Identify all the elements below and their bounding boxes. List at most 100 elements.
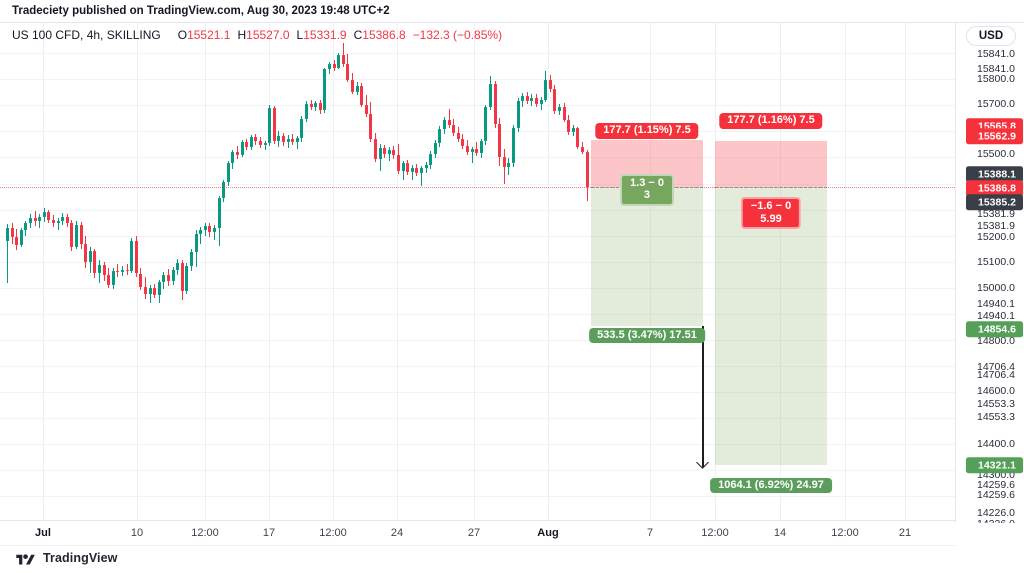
horizontal-gridline — [0, 392, 955, 394]
horizontal-gridline — [0, 339, 955, 341]
candle-body — [259, 141, 262, 145]
candle-body — [139, 273, 143, 287]
price-axis-label: 14800.0 — [977, 335, 1015, 347]
candle-body — [300, 118, 304, 138]
candle-body — [19, 230, 23, 245]
vertical-gridline — [474, 23, 475, 520]
candle-body — [530, 98, 534, 102]
candle-body — [217, 197, 221, 229]
horizontal-gridline — [0, 105, 955, 107]
take-profit-badge-1[interactable]: 533.5 (3.47%) 17.51 — [589, 327, 705, 344]
candle-body — [157, 282, 161, 296]
horizontal-gridline — [0, 235, 955, 237]
symbol-title[interactable]: US 100 CFD, 4h, SKILLING — [12, 28, 161, 42]
candle-body — [360, 85, 364, 105]
candle-wick — [7, 223, 8, 283]
candle-body — [420, 168, 423, 174]
horizontal-gridline — [0, 261, 955, 263]
candle-body — [222, 182, 226, 198]
ohlc-label: C — [353, 28, 363, 42]
stop-loss-badge-2[interactable]: 177.7 (1.16%) 7.5 — [719, 113, 823, 129]
stop-loss-zone-2[interactable] — [715, 141, 827, 188]
candle-body — [116, 270, 120, 273]
candle-body — [429, 154, 433, 165]
candle-body — [387, 150, 391, 155]
candle-body — [121, 269, 124, 272]
horizontal-gridline — [0, 366, 955, 368]
candle-body — [383, 147, 387, 155]
candle-body — [535, 98, 538, 105]
candle-body — [245, 142, 249, 147]
candle-body — [438, 129, 442, 144]
currency-button[interactable]: USD — [966, 26, 1016, 46]
vertical-gridline — [905, 23, 906, 520]
candle-body — [332, 64, 336, 68]
entry-price-line-2[interactable] — [715, 187, 827, 189]
candle-wick — [411, 164, 413, 181]
time-axis-label-7: 7 — [646, 527, 654, 539]
candle-body — [111, 270, 115, 285]
candle-body — [10, 227, 14, 237]
candle-body — [567, 119, 571, 132]
change-value: −132.3 (−0.85%) — [412, 28, 503, 42]
time-axis-label-12:00: 12:00 — [191, 527, 219, 539]
candle-body — [484, 107, 488, 142]
price-axis-label: 15100.0 — [977, 256, 1015, 268]
candle-body — [291, 138, 295, 142]
vertical-gridline — [205, 23, 206, 520]
candle-body — [162, 275, 166, 283]
candle-body — [88, 250, 92, 263]
candle-body — [318, 102, 322, 111]
candle-body — [562, 106, 566, 120]
price-axis-label: 14400.0 — [977, 438, 1015, 450]
candle-body — [512, 128, 515, 164]
tradingview-logo[interactable]: TradingView — [16, 551, 118, 565]
candle-body — [24, 223, 28, 231]
vertical-gridline — [333, 23, 334, 520]
candle-body — [286, 138, 290, 143]
time-axis-label-14: 14 — [773, 527, 787, 539]
time-axis-label-10: 10 — [130, 527, 144, 539]
price-axis-label: 14553.3 — [977, 398, 1015, 410]
candle-body — [576, 128, 580, 147]
horizontal-gridline — [0, 131, 955, 133]
price-axis-badge-15388.1: 15388.1 — [966, 166, 1023, 182]
candle-body — [6, 227, 9, 241]
price-axis-label: 15381.9 — [977, 220, 1015, 232]
take-profit-zone-2[interactable] — [715, 187, 827, 465]
price-axis-label: 15000.0 — [977, 282, 1015, 294]
candle-wick — [264, 140, 266, 151]
down-arrow[interactable] — [702, 325, 704, 467]
candle-wick — [149, 285, 151, 303]
position-pnl-badge-2[interactable]: −1.6 − 0 5.99 — [740, 197, 802, 230]
price-axis-badge-15385.2: 15385.2 — [966, 194, 1023, 210]
price-axis[interactable]: USD 15841.0 15841.0 15800.0 15700.0 15500.0 1… — [955, 22, 1024, 523]
candle-body — [208, 225, 212, 232]
candle-body — [571, 128, 575, 132]
candle-body — [277, 136, 281, 142]
take-profit-badge-2[interactable]: 1064.1 (6.92%) 24.97 — [710, 477, 832, 494]
candle-body — [148, 288, 152, 295]
candle-body — [525, 96, 529, 102]
vertical-gridline — [845, 23, 846, 520]
time-axis[interactable]: Jul 10 12:00 17 12:00 24 27 Aug 7 12:00 14 12:00 21 — [0, 520, 955, 546]
time-axis-label-12:00: 12:00 — [831, 527, 859, 539]
time-axis-label-Aug: Aug — [537, 527, 559, 539]
candle-body — [102, 264, 106, 276]
candle-body — [374, 138, 377, 159]
candle-wick — [57, 217, 59, 230]
candle-body — [461, 139, 465, 146]
candle-body — [75, 224, 78, 247]
candle-body — [309, 104, 313, 107]
vertical-gridline — [715, 23, 716, 520]
candle-body — [539, 99, 543, 105]
candle-body — [79, 224, 83, 245]
stop-loss-badge-1[interactable]: 177.7 (1.15%) 7.5 — [595, 123, 699, 139]
candle-body — [337, 54, 341, 68]
chart-canvas[interactable]: US 100 CFD, 4h, SKILLING O15521.1 H15527.0… — [0, 22, 955, 520]
candle-body — [479, 141, 483, 153]
candle-body — [84, 244, 88, 263]
candle-body — [443, 120, 446, 130]
take-profit-zone-1[interactable] — [591, 186, 703, 326]
